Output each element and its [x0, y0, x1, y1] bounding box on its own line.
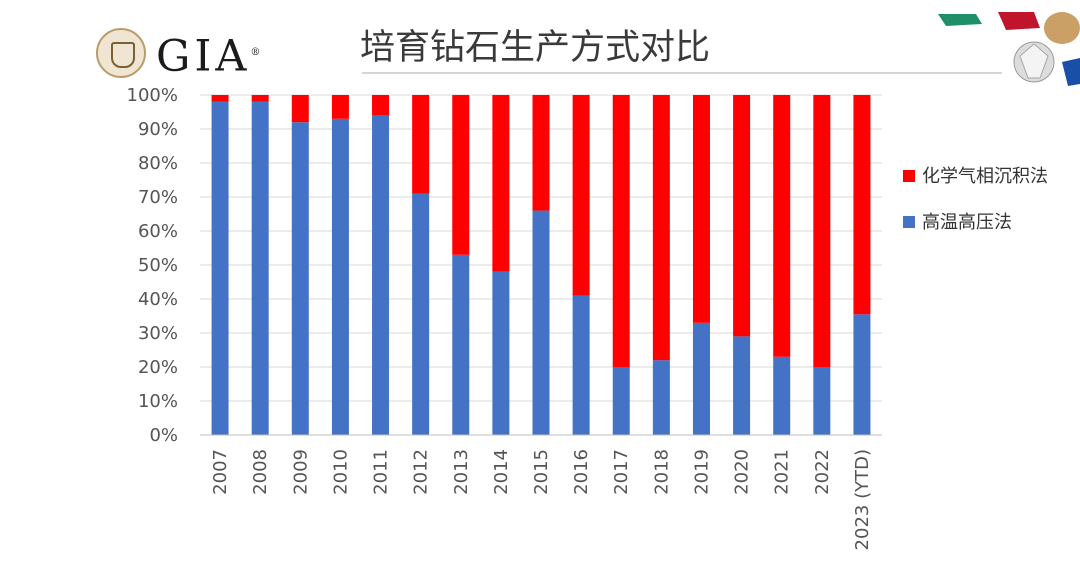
- title-divider: [362, 72, 1002, 74]
- bar-segment: [692, 95, 710, 323]
- y-tick-label: 90%: [138, 119, 178, 140]
- x-tick-label: 2009: [290, 449, 311, 495]
- x-tick-label: 2011: [371, 449, 392, 495]
- bar-segment: [291, 122, 309, 435]
- gia-logo: GIA®: [96, 28, 266, 80]
- bar-segment: [412, 95, 430, 194]
- gemstones-decoration-icon: [936, 0, 1080, 90]
- bar-segment: [733, 95, 751, 337]
- bar-segment: [652, 95, 670, 361]
- y-tick-label: 50%: [138, 255, 178, 276]
- legend-swatch: [903, 216, 915, 228]
- ruby-icon: [998, 12, 1040, 30]
- bar-segment: [853, 314, 871, 435]
- y-tick-label: 30%: [138, 323, 178, 344]
- gia-wordmark-text: GIA: [156, 31, 251, 82]
- y-tick-label: 0%: [149, 425, 178, 446]
- y-tick-label: 70%: [138, 187, 178, 208]
- y-tick-label: 20%: [138, 357, 178, 378]
- x-tick-label: 2007: [210, 449, 231, 495]
- bar-segment: [572, 295, 590, 435]
- bar-segment: [532, 210, 550, 435]
- bar-segment: [452, 95, 470, 255]
- x-tick-label: 2012: [411, 449, 432, 495]
- legend-swatch: [903, 170, 915, 182]
- x-tick-label: 2010: [330, 449, 351, 495]
- bar-segment: [612, 367, 630, 435]
- bar-segment: [372, 115, 390, 436]
- x-tick-label: 2020: [732, 449, 753, 495]
- bar-segment: [331, 118, 349, 436]
- page-title: 培育钻石生产方式对比: [360, 28, 711, 68]
- y-tick-label: 10%: [138, 391, 178, 412]
- x-tick-label: 2014: [491, 449, 512, 495]
- x-tick-label: 2016: [571, 449, 592, 495]
- bar-segment: [492, 271, 510, 435]
- bar-segment: [773, 95, 791, 357]
- diamond-facet-icon: [1019, 43, 1049, 79]
- blue-gem-icon: [1062, 58, 1080, 86]
- bar-segment: [452, 254, 470, 435]
- x-tick-label: 2017: [611, 449, 632, 495]
- bar-segment: [251, 95, 269, 102]
- x-tick-label: 2018: [651, 449, 672, 495]
- bar-segment: [612, 95, 630, 367]
- x-tick-label: 2022: [812, 449, 833, 495]
- x-tick-label: 2019: [691, 449, 712, 495]
- bar-segment: [331, 95, 349, 119]
- x-axis-ticks: 2007 2008 2009 2010 2011 2012 2013 2014 2015 2016…: [210, 449, 873, 550]
- bar-segment: [733, 336, 751, 435]
- y-tick-label: 100%: [127, 85, 178, 106]
- bar-segment: [372, 95, 390, 116]
- x-tick-label: 2021: [772, 449, 793, 495]
- bar-segment: [211, 95, 229, 102]
- x-tick-label: 2008: [250, 449, 271, 495]
- x-tick-label: 2015: [531, 449, 552, 495]
- bar-segment: [853, 95, 871, 315]
- emerald-icon: [938, 14, 982, 26]
- y-axis-ticks: 0% 10% 20% 30% 40% 50% 60% 70% 80% 90% 100%: [127, 85, 178, 446]
- bar-segment: [251, 101, 269, 436]
- bar-segment: [412, 193, 430, 435]
- bar-segment: [572, 95, 590, 296]
- legend-label: 化学气相沉积法: [922, 166, 1048, 187]
- bar-segment: [692, 322, 710, 435]
- gia-wordmark: GIA®: [156, 30, 260, 79]
- x-tick-label: 2013: [451, 449, 472, 495]
- bar-segment: [652, 360, 670, 435]
- y-tick-label: 60%: [138, 221, 178, 242]
- bar-segment: [291, 95, 309, 123]
- x-tick-label: 2023 (YTD): [852, 449, 873, 550]
- bar-segment: [813, 367, 831, 435]
- legend-label: 高温高压法: [922, 212, 1012, 233]
- bars: [211, 95, 871, 436]
- bar-segment: [813, 95, 831, 367]
- bar-segment: [532, 95, 550, 211]
- trademark-symbol: ®: [250, 47, 261, 58]
- bar-segment: [492, 95, 510, 272]
- bar-segment: [211, 101, 229, 436]
- sapphire-icon: [1044, 12, 1080, 44]
- bar-segment: [773, 356, 791, 435]
- y-tick-label: 40%: [138, 289, 178, 310]
- y-tick-label: 80%: [138, 153, 178, 174]
- gia-seal-icon: [96, 28, 146, 78]
